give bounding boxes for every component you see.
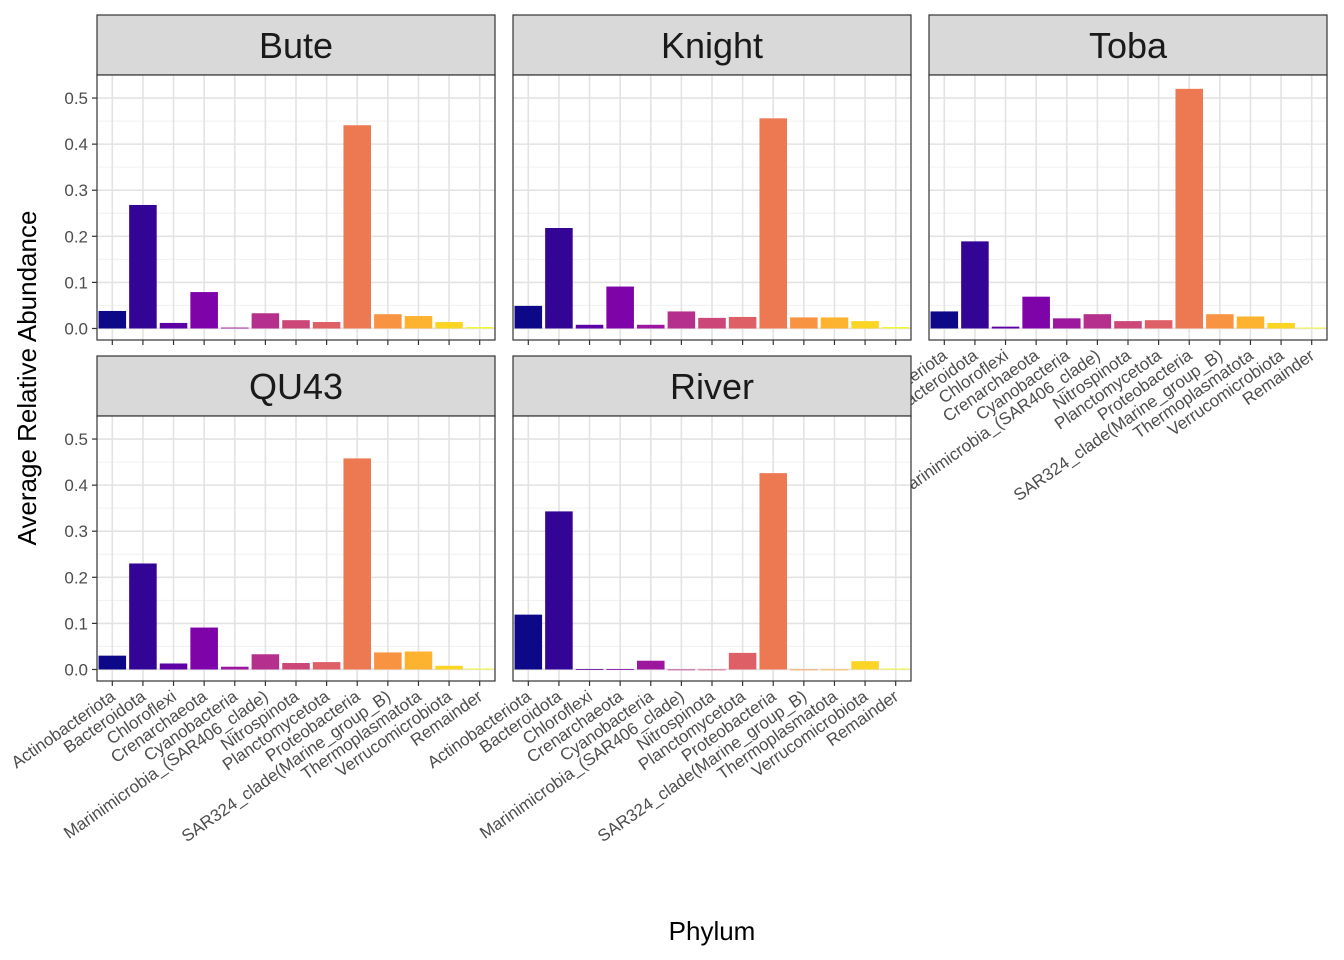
bar-planctomycetota <box>312 662 341 670</box>
bar-chloroflexi <box>575 669 604 670</box>
facet-strip <box>96 14 496 76</box>
facet-strip-label: River <box>670 366 754 407</box>
bar-verrucomicrobiota <box>435 665 463 670</box>
bar-proteobacteria <box>343 458 372 670</box>
bar-crenarchaeota <box>1022 296 1050 329</box>
bar-sar324-clade-marine-group-b <box>1206 314 1234 329</box>
y-tick-label: 0.5 <box>64 89 88 108</box>
bar-sar324-clade-marine-group-b <box>374 314 402 329</box>
bar-marinimicrobia-sar406-clade <box>251 654 280 670</box>
bar-marinimicrobia-sar406-clade <box>667 669 696 671</box>
bar-nitrospinota <box>282 320 310 329</box>
bar-bacteroidota <box>129 563 157 670</box>
bar-actinobacteriota <box>514 614 543 670</box>
bar-proteobacteria <box>1175 88 1204 329</box>
bar-nitrospinota <box>1114 321 1142 329</box>
y-axis-title: Average Relative Abundance <box>12 211 42 546</box>
facet-strip-label: Knight <box>661 25 763 66</box>
bar-planctomycetota <box>728 652 757 670</box>
y-tick-label: 0.4 <box>64 476 88 495</box>
bar-marinimicrobia-sar406-clade <box>251 313 280 329</box>
bar-chloroflexi <box>575 324 604 329</box>
bar-nitrospinota <box>698 317 726 329</box>
bar-cyanobacteria <box>1052 318 1081 329</box>
y-tick-label: 0.3 <box>64 522 88 541</box>
facet-strip-label: Toba <box>1089 25 1168 66</box>
bar-chloroflexi <box>991 326 1020 329</box>
y-tick-label: 0.1 <box>64 273 88 292</box>
bar-cyanobacteria <box>636 324 665 329</box>
bar-crenarchaeota <box>190 292 218 329</box>
bar-thermoplasmatota <box>404 316 433 329</box>
bar-verrucomicrobiota <box>851 661 879 670</box>
facet-panel: Knight <box>512 14 912 345</box>
y-tick-label: 0.4 <box>64 135 88 154</box>
bar-proteobacteria <box>759 473 788 670</box>
y-tick-label: 0.1 <box>64 614 88 633</box>
bar-proteobacteria <box>343 125 372 329</box>
bar-thermoplasmatota <box>1236 316 1265 329</box>
bar-crenarchaeota <box>190 627 218 670</box>
bar-bacteroidota <box>545 228 573 329</box>
bar-verrucomicrobiota <box>851 321 879 329</box>
bar-actinobacteriota <box>930 311 959 329</box>
facet-strip-label: Bute <box>259 25 333 66</box>
bar-remainder <box>465 668 494 670</box>
panels-layer: Bute 0.0 0.1 0.2 0.3 0.4 0.5 Knight TobaActinoba… <box>8 14 1328 846</box>
bar-marinimicrobia-sar406-clade <box>667 311 696 329</box>
bar-verrucomicrobiota <box>435 322 463 329</box>
bar-bacteroidota <box>545 511 573 670</box>
bar-cyanobacteria <box>220 327 249 329</box>
bar-actinobacteriota <box>98 655 127 670</box>
facet-strip-label: QU43 <box>249 366 343 407</box>
bar-actinobacteriota <box>98 310 127 329</box>
facet-panel: QU430.00.10.20.30.40.5ActinobacteriotaBa… <box>8 355 496 846</box>
bar-planctomycetota <box>312 322 341 329</box>
bar-cyanobacteria <box>636 660 665 670</box>
facet-strip <box>928 14 1328 76</box>
bar-crenarchaeota <box>606 286 634 329</box>
bar-planctomycetota <box>1144 320 1173 329</box>
bar-sar324-clade-marine-group-b <box>790 669 818 671</box>
bar-actinobacteriota <box>514 305 543 329</box>
bar-bacteroidota <box>129 204 157 329</box>
y-tick-label: 0.2 <box>64 227 88 246</box>
y-tick-label: 0.2 <box>64 568 88 587</box>
bar-nitrospinota <box>282 663 310 670</box>
bar-nitrospinota <box>698 669 726 671</box>
bar-thermoplasmatota <box>404 651 433 670</box>
bar-proteobacteria <box>759 118 788 329</box>
bar-remainder <box>465 327 494 329</box>
bar-sar324-clade-marine-group-b <box>374 652 402 670</box>
bar-marinimicrobia-sar406-clade <box>1083 314 1112 329</box>
y-tick-label: 0.0 <box>64 660 88 679</box>
bar-remainder <box>881 327 910 329</box>
y-tick-label: 0.3 <box>64 181 88 200</box>
bar-crenarchaeota <box>606 669 634 670</box>
bar-sar324-clade-marine-group-b <box>790 317 818 329</box>
bar-thermoplasmatota <box>820 669 849 671</box>
bar-chloroflexi <box>159 322 188 329</box>
x-axis-title: Phylum <box>669 916 756 946</box>
y-tick-label: 0.0 <box>64 319 88 338</box>
bar-planctomycetota <box>728 316 757 329</box>
bar-thermoplasmatota <box>820 317 849 329</box>
bar-cyanobacteria <box>220 666 249 670</box>
facet-panel: RiverActinobacteriotaBacteroidotaChlorof… <box>424 355 912 846</box>
bar-bacteroidota <box>961 241 989 329</box>
facet-strip <box>512 14 912 76</box>
facet-strip <box>96 355 496 417</box>
bar-verrucomicrobiota <box>1267 322 1295 329</box>
bar-remainder <box>1297 327 1326 329</box>
bar-chloroflexi <box>159 663 188 670</box>
y-tick-label: 0.5 <box>64 430 88 449</box>
facet-panel: Bute 0.0 0.1 0.2 0.3 0.4 0.5 <box>64 14 496 345</box>
bar-remainder <box>881 668 910 670</box>
facet-panel: TobaActinobacteriotaBacteroidotaChlorofl… <box>840 14 1328 505</box>
